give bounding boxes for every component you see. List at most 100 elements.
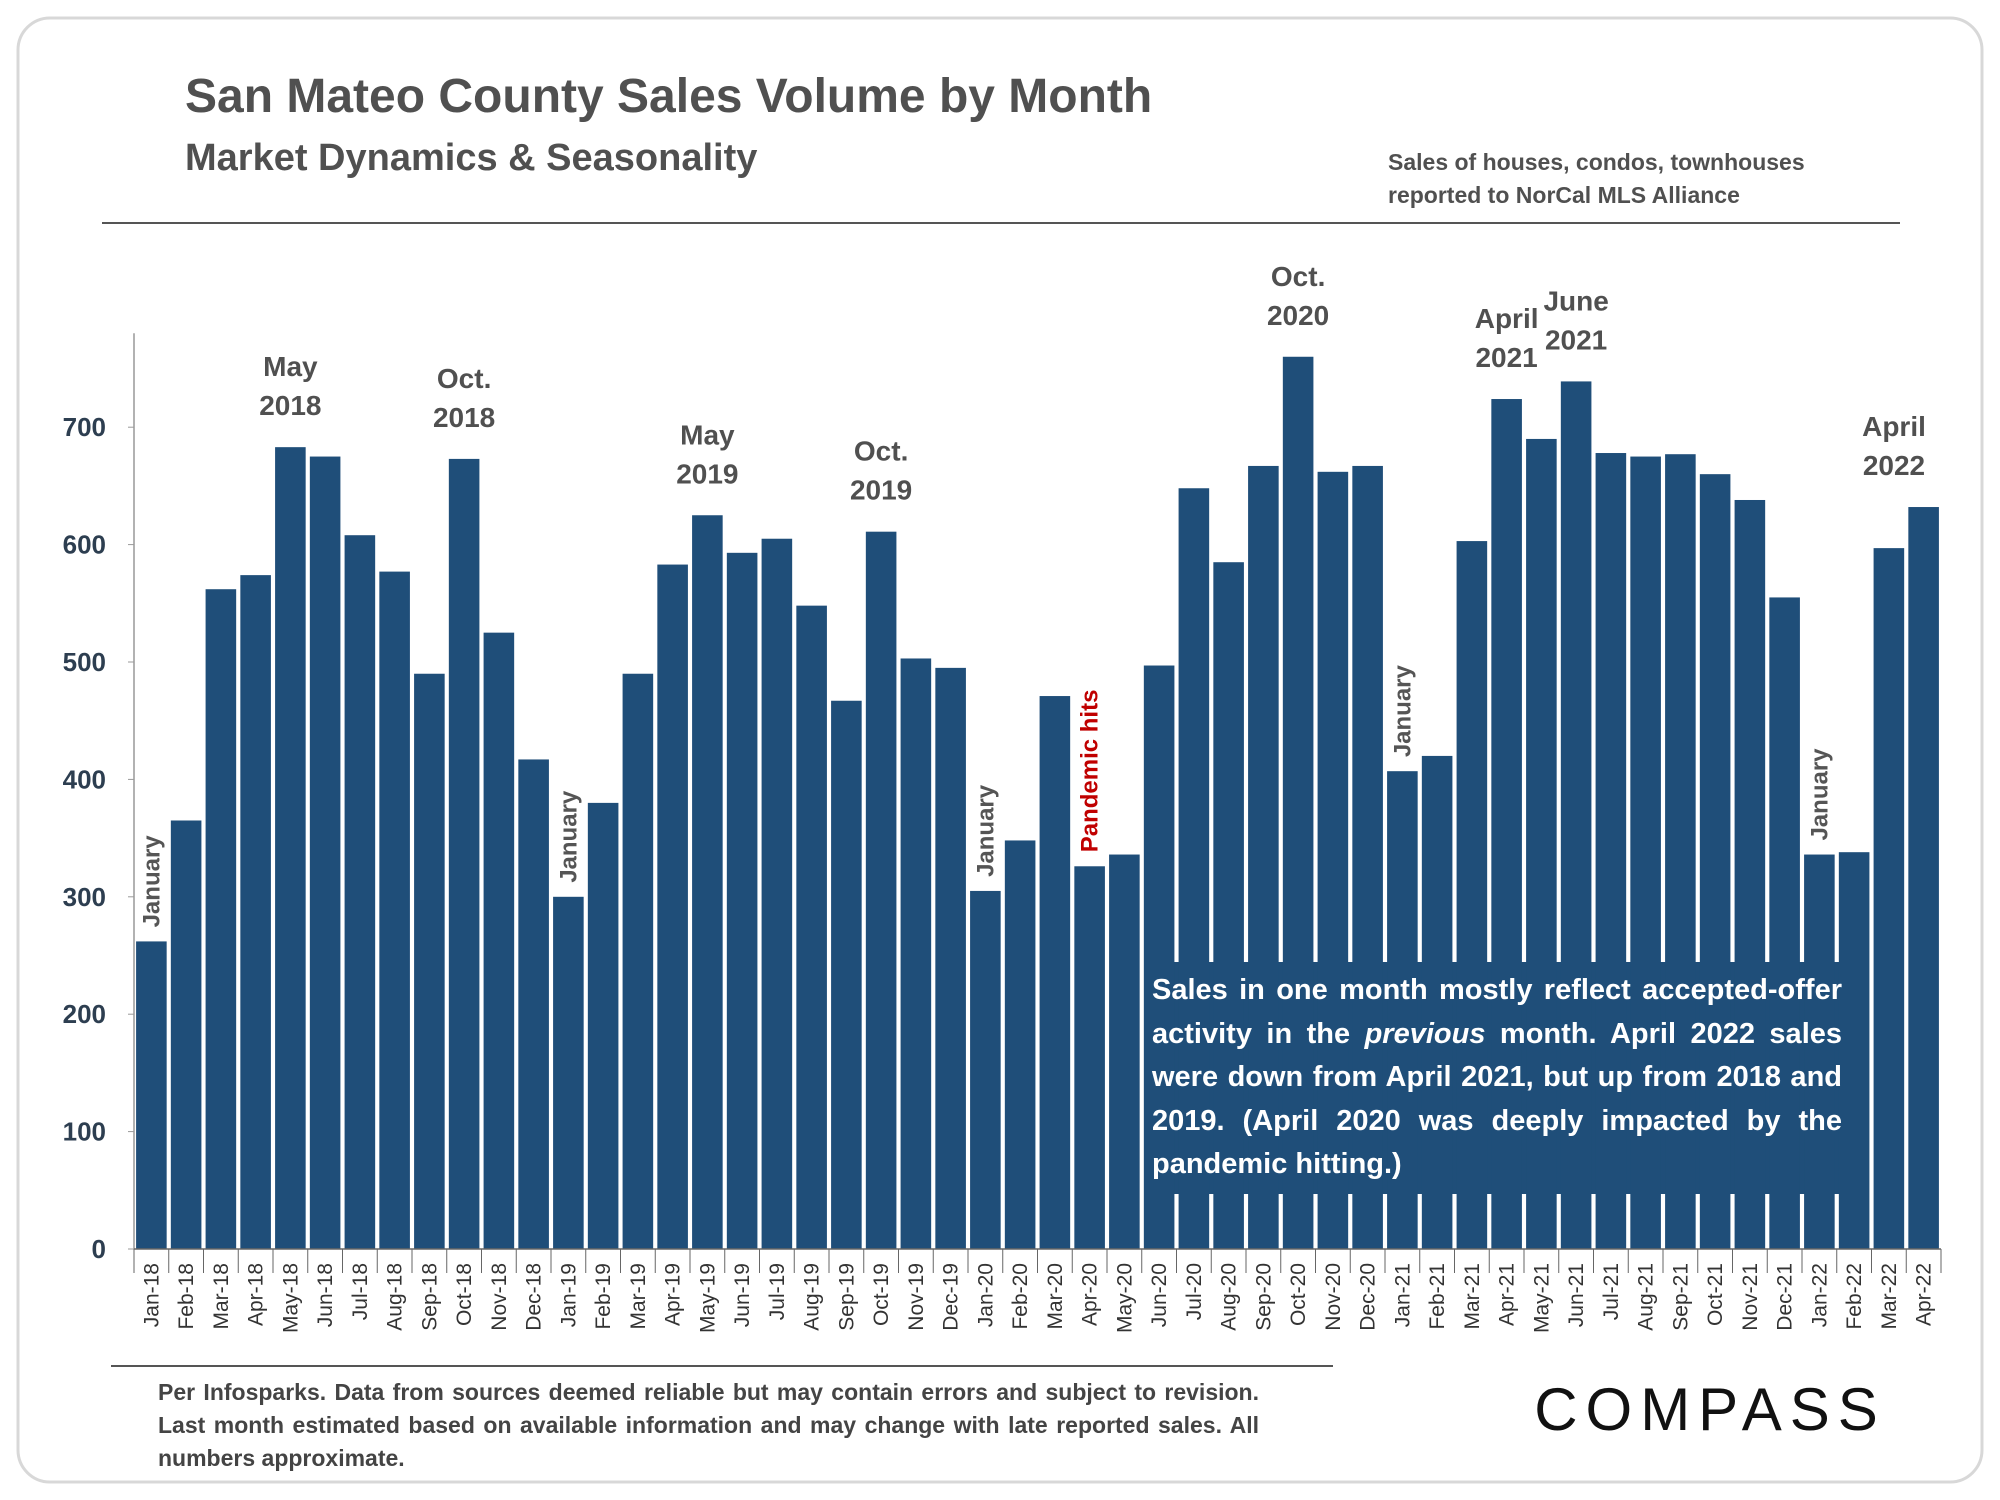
y-tick-label: 0 [92,1234,106,1264]
bar [1143,665,1175,1249]
peak-label: 2020 [1267,300,1329,331]
x-tick-label: Mar-20 [1044,1263,1067,1330]
peak-label: April [1475,303,1539,334]
bar [1352,465,1383,1249]
x-tick-label: Jul-18 [349,1263,372,1320]
footer: Per Infosparks. Data from sources deemed… [158,1379,1259,1471]
bar [553,896,584,1249]
bar [136,941,167,1249]
x-tick-label: Jan-22 [1808,1263,1831,1327]
x-tick-label: Apr-20 [1079,1263,1102,1326]
bar [1387,771,1418,1249]
x-tick-label: Jul-21 [1600,1263,1623,1320]
bar [1630,456,1661,1249]
x-tick-label: Aug-20 [1218,1263,1241,1331]
peak-label: April [1862,411,1926,442]
bar [1282,356,1314,1249]
x-tick-label: May-20 [1113,1263,1136,1333]
vertical-label: January [138,835,165,928]
y-tick-label: 400 [63,764,106,794]
x-tick-label: Jun-20 [1148,1263,1171,1327]
peak-label: 2018 [433,402,495,433]
x-tick-label: Jan-21 [1391,1263,1414,1327]
bar [170,820,202,1249]
x-tick-label: Jun-18 [314,1263,337,1327]
bar [1074,866,1105,1249]
x-tick-label: Sep-20 [1252,1263,1275,1331]
x-tick-label: Jan-19 [557,1263,580,1327]
x-tick-label: Aug-19 [801,1263,824,1331]
x-tick-label: Aug-18 [384,1263,407,1331]
source-line: reported to NorCal MLS Alliance [1388,182,1740,208]
bar [205,589,237,1249]
bar [692,515,723,1249]
x-tick-label: Feb-21 [1426,1263,1449,1330]
bar [865,531,897,1249]
y-tick-label: 200 [63,999,106,1029]
y-tick-label: 600 [63,530,106,560]
x-tick-label: May-18 [279,1263,302,1333]
x-tick-label: Dec-18 [523,1263,546,1331]
note-text: Sales in one month mostly reflect accept… [1152,974,1842,1050]
bar [1769,597,1800,1249]
x-tick-label: Jan-20 [974,1263,997,1327]
bar [761,538,793,1249]
x-tick-label: Oct-21 [1704,1263,1727,1326]
peak-label: Oct. [1271,261,1325,292]
bar [831,700,862,1249]
x-tick-label: Sep-18 [418,1263,441,1331]
bar [379,571,410,1249]
bar [1248,465,1279,1249]
x-tick-label: Sep-19 [835,1263,858,1331]
x-tick-label: May-19 [696,1263,719,1333]
peak-label: 2022 [1863,450,1925,481]
bar [900,658,932,1249]
x-tick-label: Apr-19 [662,1263,685,1326]
peak-label: Oct. [437,363,491,394]
x-tick-label: Dec-20 [1357,1263,1380,1331]
bar [1213,562,1244,1249]
bar [796,605,827,1249]
bar [309,456,341,1249]
bar [1838,852,1870,1249]
bar [657,564,688,1249]
x-tick-label: Oct-20 [1287,1263,1310,1326]
bar [414,673,445,1249]
x-tick-label: Feb-18 [175,1263,198,1330]
x-tick-label: Nov-19 [905,1263,928,1331]
peak-label: May [263,351,318,382]
x-tick-label: Jun-19 [731,1263,754,1327]
bar [622,673,654,1249]
x-tick-label: Jun-21 [1565,1263,1588,1327]
bar [1665,454,1696,1249]
x-tick-label: Jan-18 [140,1263,163,1327]
note-text: month. April 2022 sales were down from A… [1152,1017,1843,1181]
y-tick-label: 500 [63,647,106,677]
bar [1421,755,1453,1249]
x-tick-label: Feb-20 [1009,1263,1032,1330]
bar [1317,471,1349,1249]
x-tick-label: Mar-22 [1878,1263,1901,1330]
bar [1804,854,1835,1249]
x-tick-label: Apr-22 [1913,1263,1936,1326]
peak-label: 2021 [1475,342,1537,373]
x-tick-label: Apr-18 [245,1263,268,1326]
x-tick-label: Jul-20 [1183,1263,1206,1320]
bar [1491,399,1522,1249]
bar [587,802,619,1249]
x-tick-label: Dec-21 [1774,1263,1797,1331]
x-tick-label: Dec-19 [940,1263,963,1331]
bar [935,667,966,1249]
y-tick-label: 700 [63,412,106,442]
peak-label: June [1543,285,1608,316]
chart-subtitle: Market Dynamics & Seasonality [185,137,757,179]
y-tick-label: 300 [63,882,106,912]
vertical-label: Pandemic hits [1077,690,1104,853]
chart-title: San Mateo County Sales Volume by Month [185,70,1152,123]
peak-label: 2018 [259,390,321,421]
x-tick-label: Mar-21 [1461,1263,1484,1330]
bar [726,552,758,1249]
bar [518,759,549,1249]
x-tick-label: Aug-21 [1635,1263,1658,1331]
